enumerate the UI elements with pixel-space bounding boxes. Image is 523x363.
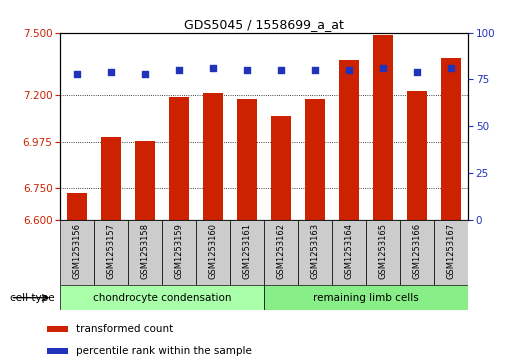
Bar (67, 193, 87, 220)
Point (73, 71, 82, 77)
Point (447, 65, 456, 71)
Bar (271, 116, 291, 220)
Bar (264, 285, 468, 310)
Text: GSM1253162: GSM1253162 (277, 223, 286, 279)
Point (413, 69, 422, 75)
Point (141, 71, 150, 77)
Bar (169, 97, 189, 220)
Text: GSM1253165: GSM1253165 (379, 223, 388, 279)
Text: remaining limb cells: remaining limb cells (313, 293, 419, 303)
Title: GDS5045 / 1558699_a_at: GDS5045 / 1558699_a_at (184, 19, 344, 32)
Bar (135, 141, 155, 220)
Text: GSM1253159: GSM1253159 (175, 223, 184, 279)
Bar (196, 220, 230, 285)
Bar (373, 35, 393, 220)
Text: GSM1253167: GSM1253167 (447, 223, 456, 279)
Text: cell type: cell type (10, 293, 55, 303)
Text: GSM1253166: GSM1253166 (413, 223, 422, 279)
Text: GSM1253164: GSM1253164 (345, 223, 354, 279)
Text: GSM1253161: GSM1253161 (243, 223, 252, 279)
Text: percentile rank within the sample: percentile rank within the sample (76, 346, 252, 356)
Bar (47, 348, 68, 354)
Text: GSM1253157: GSM1253157 (107, 223, 116, 279)
Point (175, 67, 184, 73)
Bar (332, 220, 366, 285)
Bar (94, 220, 128, 285)
Text: GSM1253158: GSM1253158 (141, 223, 150, 279)
Bar (264, 220, 298, 285)
Point (311, 67, 320, 73)
Bar (60, 220, 94, 285)
Bar (128, 220, 162, 285)
Bar (339, 60, 359, 220)
Text: transformed count: transformed count (76, 324, 173, 334)
Bar (441, 58, 461, 220)
Point (107, 69, 116, 75)
Text: GSM1253156: GSM1253156 (73, 223, 82, 279)
Bar (101, 136, 121, 220)
Bar (230, 220, 264, 285)
Bar (203, 93, 223, 220)
Bar (366, 220, 400, 285)
Bar (407, 91, 427, 220)
Bar (47, 326, 68, 332)
Point (379, 65, 388, 71)
Bar (237, 99, 257, 220)
Text: GSM1253160: GSM1253160 (209, 223, 218, 279)
Text: GSM1253163: GSM1253163 (311, 223, 320, 279)
Bar (162, 220, 196, 285)
Point (345, 67, 354, 73)
Bar (400, 220, 434, 285)
Point (209, 65, 218, 71)
Bar (434, 220, 468, 285)
Point (243, 67, 252, 73)
Bar (305, 99, 325, 220)
Text: chondrocyte condensation: chondrocyte condensation (93, 293, 231, 303)
Point (277, 67, 286, 73)
Bar (60, 285, 264, 310)
Bar (298, 220, 332, 285)
